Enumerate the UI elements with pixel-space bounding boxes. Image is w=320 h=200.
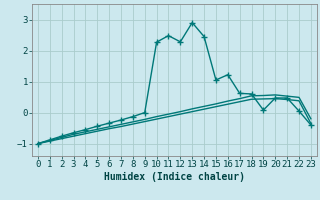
X-axis label: Humidex (Indice chaleur): Humidex (Indice chaleur) bbox=[104, 172, 245, 182]
